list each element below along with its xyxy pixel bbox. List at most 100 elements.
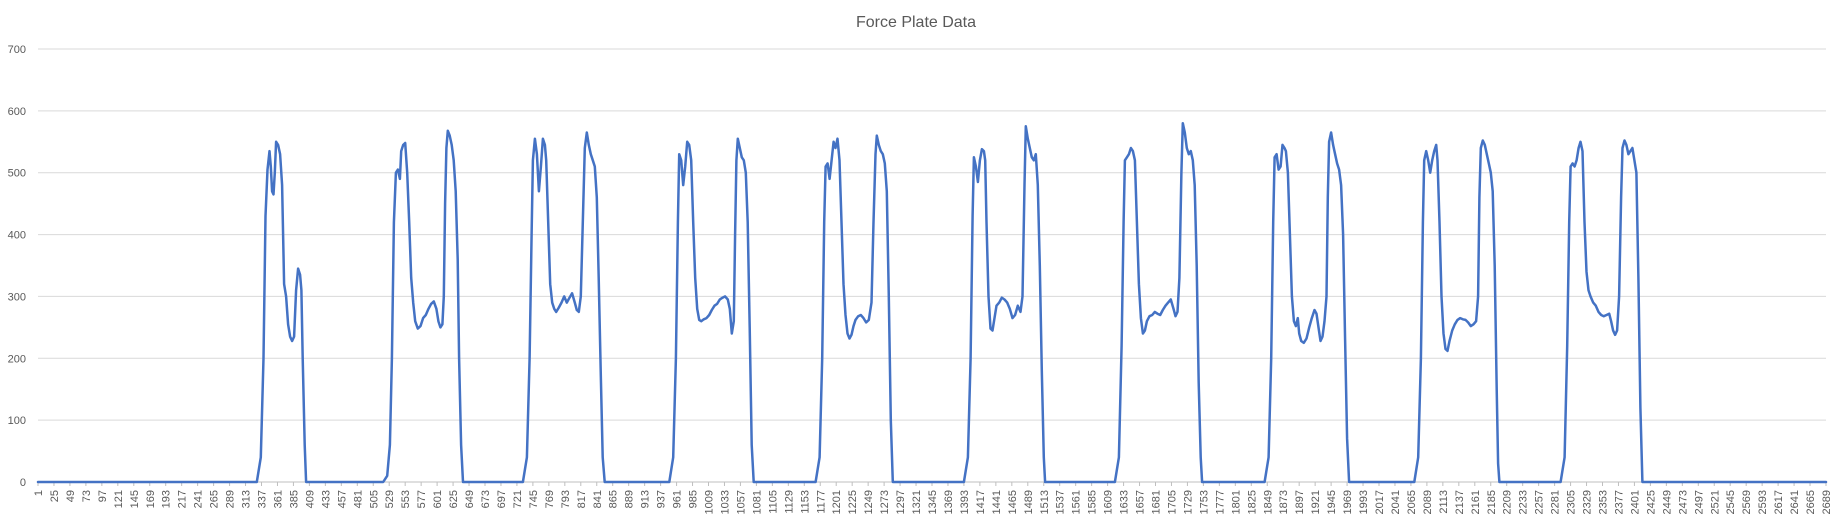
x-tick-label: 385 [288,490,300,508]
x-tick-label: 1369 [943,490,955,514]
x-tick-label: 1441 [991,490,1003,514]
x-tick-label: 73 [81,490,93,502]
y-tick-label: 300 [8,291,26,303]
x-tick-label: 2689 [1821,490,1832,514]
x-tick-label: 1513 [1039,490,1051,514]
x-tick-label: 1945 [1326,490,1338,514]
x-tick-label: 577 [416,490,428,508]
x-axis: 1 25 49 73 97 121 145 169 193 217 241 265 289 313 337 3… [33,482,1832,514]
x-tick-label: 1033 [719,490,731,514]
y-tick-label: 600 [8,106,26,118]
x-tick-label: 25 [49,490,61,502]
x-tick-label: 2521 [1709,490,1721,514]
x-tick-label: 1657 [1135,490,1147,514]
x-tick-label: 337 [257,490,269,508]
x-tick-label: 457 [336,490,348,508]
series-line [36,121,1828,484]
chart-title: Force Plate Data [856,14,976,31]
x-tick-label: 1801 [1230,490,1242,514]
x-tick-label: 1393 [959,490,971,514]
x-tick-label: 553 [400,490,412,508]
x-tick-label: 265 [209,490,221,508]
x-tick-label: 1849 [1262,490,1274,514]
x-tick-label: 1057 [735,490,747,514]
gridlines [38,48,1826,483]
x-tick-label: 1153 [799,490,811,514]
x-tick-label: 697 [496,490,508,508]
x-tick-label: 2473 [1677,490,1689,514]
y-tick-label: 200 [8,353,26,365]
x-tick-label: 1345 [927,490,939,514]
x-tick-label: 1825 [1246,490,1258,514]
x-tick-label: 625 [448,490,460,508]
x-tick-label: 1081 [751,490,763,514]
x-tick-label: 1537 [1055,490,1067,514]
x-tick-label: 2113 [1438,490,1450,514]
x-tick-label: 2089 [1422,490,1434,514]
x-tick-label: 1705 [1166,490,1178,514]
x-tick-label: 361 [272,490,284,508]
y-axis: 0 100 200 300 400 500 600 700 [8,44,26,489]
x-tick-label: 2065 [1406,490,1418,514]
x-tick-label: 1681 [1151,490,1163,514]
x-tick-label: 1729 [1182,490,1194,514]
x-tick-label: 505 [368,490,380,508]
x-tick-label: 2185 [1486,490,1498,514]
x-tick-label: 2617 [1773,490,1785,514]
x-tick-label: 2017 [1374,490,1386,514]
x-tick-label: 1105 [767,490,779,514]
x-tick-label: 1417 [975,490,987,514]
x-tick-label: 865 [608,490,620,508]
x-tick-label: 289 [225,490,237,508]
x-tick-label: 1177 [815,490,827,514]
x-tick-label: 1273 [879,490,891,514]
x-tick-label: 2353 [1598,490,1610,514]
x-tick-label: 409 [304,490,316,508]
series-layer [36,121,1828,484]
x-tick-label: 1249 [863,490,875,514]
x-tick-label: 1225 [847,490,859,514]
x-tick-label: 937 [656,490,668,508]
x-tick-label: 1993 [1358,490,1370,514]
x-tick-label: 985 [688,490,700,508]
x-tick-label: 2593 [1757,490,1769,514]
x-tick-label: 601 [432,490,444,508]
x-tick-label: 793 [560,490,572,508]
x-tick-label: 2257 [1534,490,1546,514]
x-tick-label: 145 [129,490,141,508]
x-tick-label: 1873 [1278,490,1290,514]
x-tick-label: 97 [97,490,109,502]
x-tick-label: 649 [464,490,476,508]
y-tick-label: 500 [8,168,26,180]
x-tick-label: 1321 [911,490,923,514]
x-tick-label: 169 [145,490,157,508]
x-tick-label: 217 [177,490,189,508]
x-tick-label: 2569 [1741,490,1753,514]
x-tick-label: 1585 [1087,490,1099,514]
x-tick-label: 2425 [1645,490,1657,514]
x-tick-label: 1129 [783,490,795,514]
x-tick-label: 913 [640,490,652,508]
x-tick-label: 433 [320,490,332,508]
x-tick-label: 1201 [831,490,843,514]
x-tick-label: 2137 [1454,490,1466,514]
x-tick-label: 2233 [1518,490,1530,514]
x-tick-label: 1753 [1198,490,1210,514]
x-tick-label: 721 [512,490,524,508]
x-tick-label: 241 [193,490,205,508]
x-tick-label: 2305 [1566,490,1578,514]
x-tick-label: 2545 [1725,490,1737,514]
x-tick-label: 2377 [1613,490,1625,514]
y-tick-label: 100 [8,415,26,427]
x-tick-label: 745 [528,490,540,508]
x-tick-label: 2401 [1629,490,1641,514]
x-tick-label: 2497 [1693,490,1705,514]
x-tick-label: 2041 [1390,490,1402,514]
x-tick-label: 1489 [1023,490,1035,514]
x-tick-label: 889 [624,490,636,508]
x-tick-label: 1297 [895,490,907,514]
x-tick-label: 2281 [1550,490,1562,514]
